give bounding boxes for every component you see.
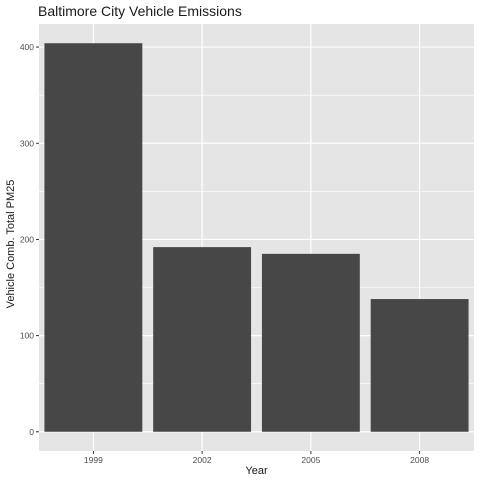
x-tick-label: 1999 <box>84 455 103 465</box>
chart-title: Baltimore City Vehicle Emissions <box>38 3 242 19</box>
bar-1999 <box>44 43 143 432</box>
bars <box>44 43 469 432</box>
y-tick-label: 300 <box>20 138 34 148</box>
x-axis-ticks: 1999 2002 2005 2008 <box>84 451 429 465</box>
bar-2008 <box>370 299 469 432</box>
y-axis-title: Vehicle Comb. Total PM25 <box>5 180 17 309</box>
bar-2002 <box>153 247 252 432</box>
y-tick-label: 400 <box>20 42 34 52</box>
y-tick-label: 0 <box>29 427 34 437</box>
bar-2005 <box>261 253 360 432</box>
y-axis-ticks: 0 100 200 300 400 <box>20 42 39 437</box>
x-tick-label: 2002 <box>193 455 212 465</box>
y-tick-label: 200 <box>20 234 34 244</box>
x-tick-label: 2008 <box>410 455 429 465</box>
x-tick-label: 2005 <box>301 455 320 465</box>
x-axis-title: Year <box>245 465 268 477</box>
y-tick-label: 100 <box>20 331 34 341</box>
